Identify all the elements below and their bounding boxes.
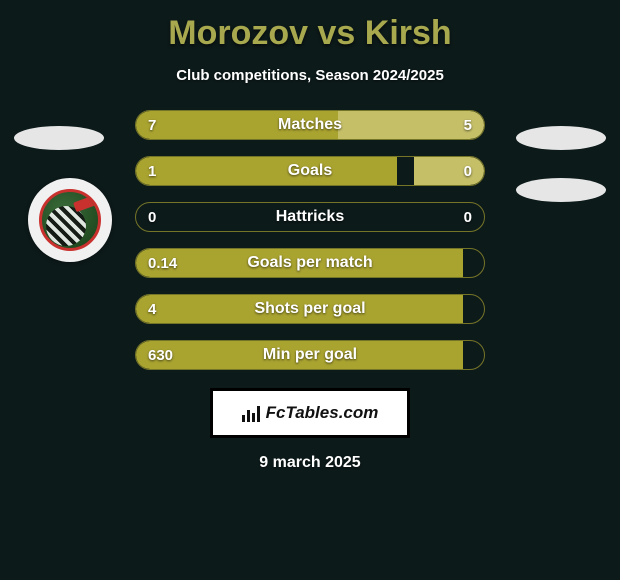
- fctables-badge: FcTables.com: [210, 388, 410, 438]
- stat-row: 0.14Goals per match: [135, 248, 485, 278]
- stat-label: Goals per match: [136, 249, 484, 277]
- stat-row: 75Matches: [135, 110, 485, 140]
- stat-row: 4Shots per goal: [135, 294, 485, 324]
- club-crest: [28, 178, 112, 262]
- club-crest-inner: [39, 189, 101, 251]
- stat-label: Shots per goal: [136, 295, 484, 323]
- stat-label: Matches: [136, 111, 484, 139]
- stat-label: Goals: [136, 157, 484, 185]
- player-badge-right: [516, 126, 606, 150]
- player-badge-right-2: [516, 178, 606, 202]
- stat-row: 10Goals: [135, 156, 485, 186]
- stat-row: 00Hattricks: [135, 202, 485, 232]
- stat-label: Hattricks: [136, 203, 484, 231]
- page-title: Morozov vs Kirsh: [168, 14, 451, 53]
- stat-label: Min per goal: [136, 341, 484, 369]
- bar-chart-icon: [242, 404, 260, 422]
- stat-row: 630Min per goal: [135, 340, 485, 370]
- fctables-label: FcTables.com: [266, 403, 379, 423]
- date-label: 9 march 2025: [259, 454, 360, 472]
- player-badge-left: [14, 126, 104, 150]
- subtitle: Club competitions, Season 2024/2025: [176, 67, 444, 84]
